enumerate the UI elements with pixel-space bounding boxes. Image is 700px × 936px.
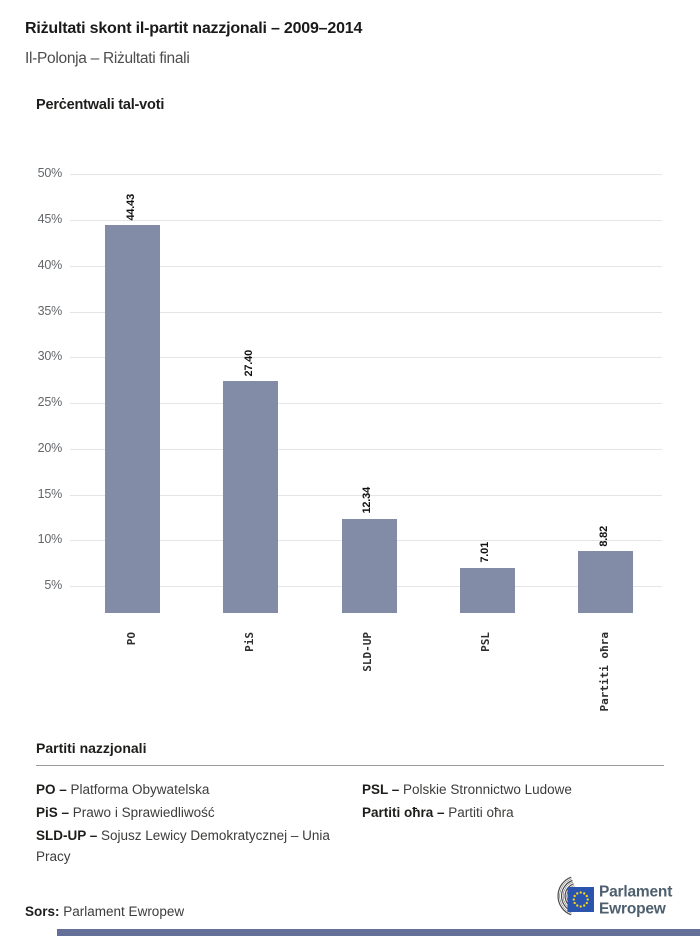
y-tick-label: 15%: [37, 486, 63, 501]
y-tick-label: 50%: [37, 166, 63, 181]
party-key-item: Partiti oħra – Partiti oħra: [362, 802, 674, 823]
eu-flag-star: [573, 894, 576, 898]
logo-text-line2: Ewropew: [599, 901, 667, 918]
party-abbr: PSL –: [362, 782, 400, 797]
eu-flag-star: [576, 904, 579, 907]
y-tick-label: 45%: [37, 211, 63, 226]
y-tick-label: 10%: [37, 532, 63, 547]
party-name: Platforma Obywatelska: [70, 782, 210, 797]
party-name: Sojusz Lewicy Demokratycznej – Unia Prac…: [36, 828, 330, 864]
y-gridline: [70, 265, 662, 267]
y-tick-label: 30%: [37, 349, 63, 364]
party-name: Partiti oħra: [448, 805, 514, 820]
bar-SLD-UP: [341, 519, 397, 613]
party-name: Prawo i Sprawiedliwość: [72, 805, 215, 820]
y-gridline: [70, 448, 662, 450]
party-key-item: PO – Platforma Obywatelska: [36, 779, 348, 800]
party-key-item: PSL – Polskie Stronnictwo Ludowe: [362, 779, 674, 800]
y-tick-label: 25%: [37, 395, 63, 410]
party-key-divider: [36, 765, 664, 766]
bar-PSL: [459, 567, 515, 613]
bar-Partiti-oħra: [578, 551, 633, 613]
x-axis-label: PO: [124, 632, 138, 646]
party-abbr: PO –: [36, 782, 67, 797]
y-tick-label: 35%: [37, 303, 63, 318]
eu-flag-star: [573, 901, 576, 905]
y-gridline: [70, 174, 662, 176]
y-gridline: [70, 403, 662, 405]
page-subtitle: Il-Polonja – Riżultati finali: [25, 50, 190, 67]
eu-flag-star: [583, 904, 586, 907]
eu-flag-star: [585, 901, 588, 905]
source-line: Sors: Parlament Ewropew: [25, 904, 184, 919]
bar-value-label: 12.34: [361, 487, 373, 514]
x-axis-label: Partiti oħra: [597, 632, 611, 712]
bar-value-label: 8.82: [597, 525, 610, 547]
y-tick-label: 5%: [44, 578, 62, 593]
party-key-column-left: PO – Platforma Obywatelska PiS – Prawo i…: [36, 779, 348, 869]
eu-flag-star: [586, 898, 589, 901]
bar-value-label: 27.40: [242, 349, 255, 377]
bar-value-label: 44.43: [124, 193, 137, 221]
eu-flag-star: [579, 905, 582, 908]
bar-PO: [105, 225, 160, 613]
party-name: Polskie Stronnictwo Ludowe: [403, 782, 572, 797]
bottom-accent-bar: [57, 929, 700, 936]
bar-PiS: [223, 381, 279, 613]
eu-flag-star: [583, 892, 586, 895]
source-value: Parlament Ewropew: [63, 904, 185, 919]
eu-flag-icon: [567, 887, 594, 912]
y-gridline: [70, 219, 662, 221]
eu-flag-star: [576, 892, 579, 895]
y-tick-label: 20%: [37, 440, 63, 455]
party-abbr: SLD-UP –: [36, 828, 98, 843]
party-key-column-right: PSL – Polskie Stronnictwo Ludowe Partiti…: [362, 779, 674, 825]
x-axis-label: PSL: [479, 632, 493, 652]
eu-flag-star: [572, 898, 575, 901]
party-key-heading: Partiti nazzjonali: [36, 740, 147, 756]
y-gridline: [70, 494, 662, 496]
y-gridline: [70, 357, 662, 359]
x-axis-label: SLD-UP: [361, 632, 374, 672]
party-abbr: PiS –: [36, 805, 70, 820]
source-label: Sors:: [25, 904, 60, 919]
eu-flag-star: [579, 891, 582, 894]
y-tick-label: 40%: [37, 257, 63, 272]
party-key-item: SLD-UP – Sojusz Lewicy Demokratycznej – …: [36, 825, 348, 867]
party-key-item: PiS – Prawo i Sprawiedliwość: [36, 802, 348, 823]
x-axis-label: PiS: [242, 632, 256, 652]
bar-value-label: 7.01: [479, 542, 492, 563]
page-title: Riżultati skont il-partit nazzjonali – 2…: [25, 20, 363, 37]
chart-axis-title: Perċentwali tal-voti: [36, 97, 165, 113]
eu-flag-star: [585, 894, 588, 898]
european-parliament-logo: Parlament Ewropew: [557, 876, 672, 918]
logo-text-line1: Parlament: [599, 884, 672, 901]
party-abbr: Partiti oħra –: [362, 805, 445, 820]
y-gridline: [70, 311, 662, 313]
